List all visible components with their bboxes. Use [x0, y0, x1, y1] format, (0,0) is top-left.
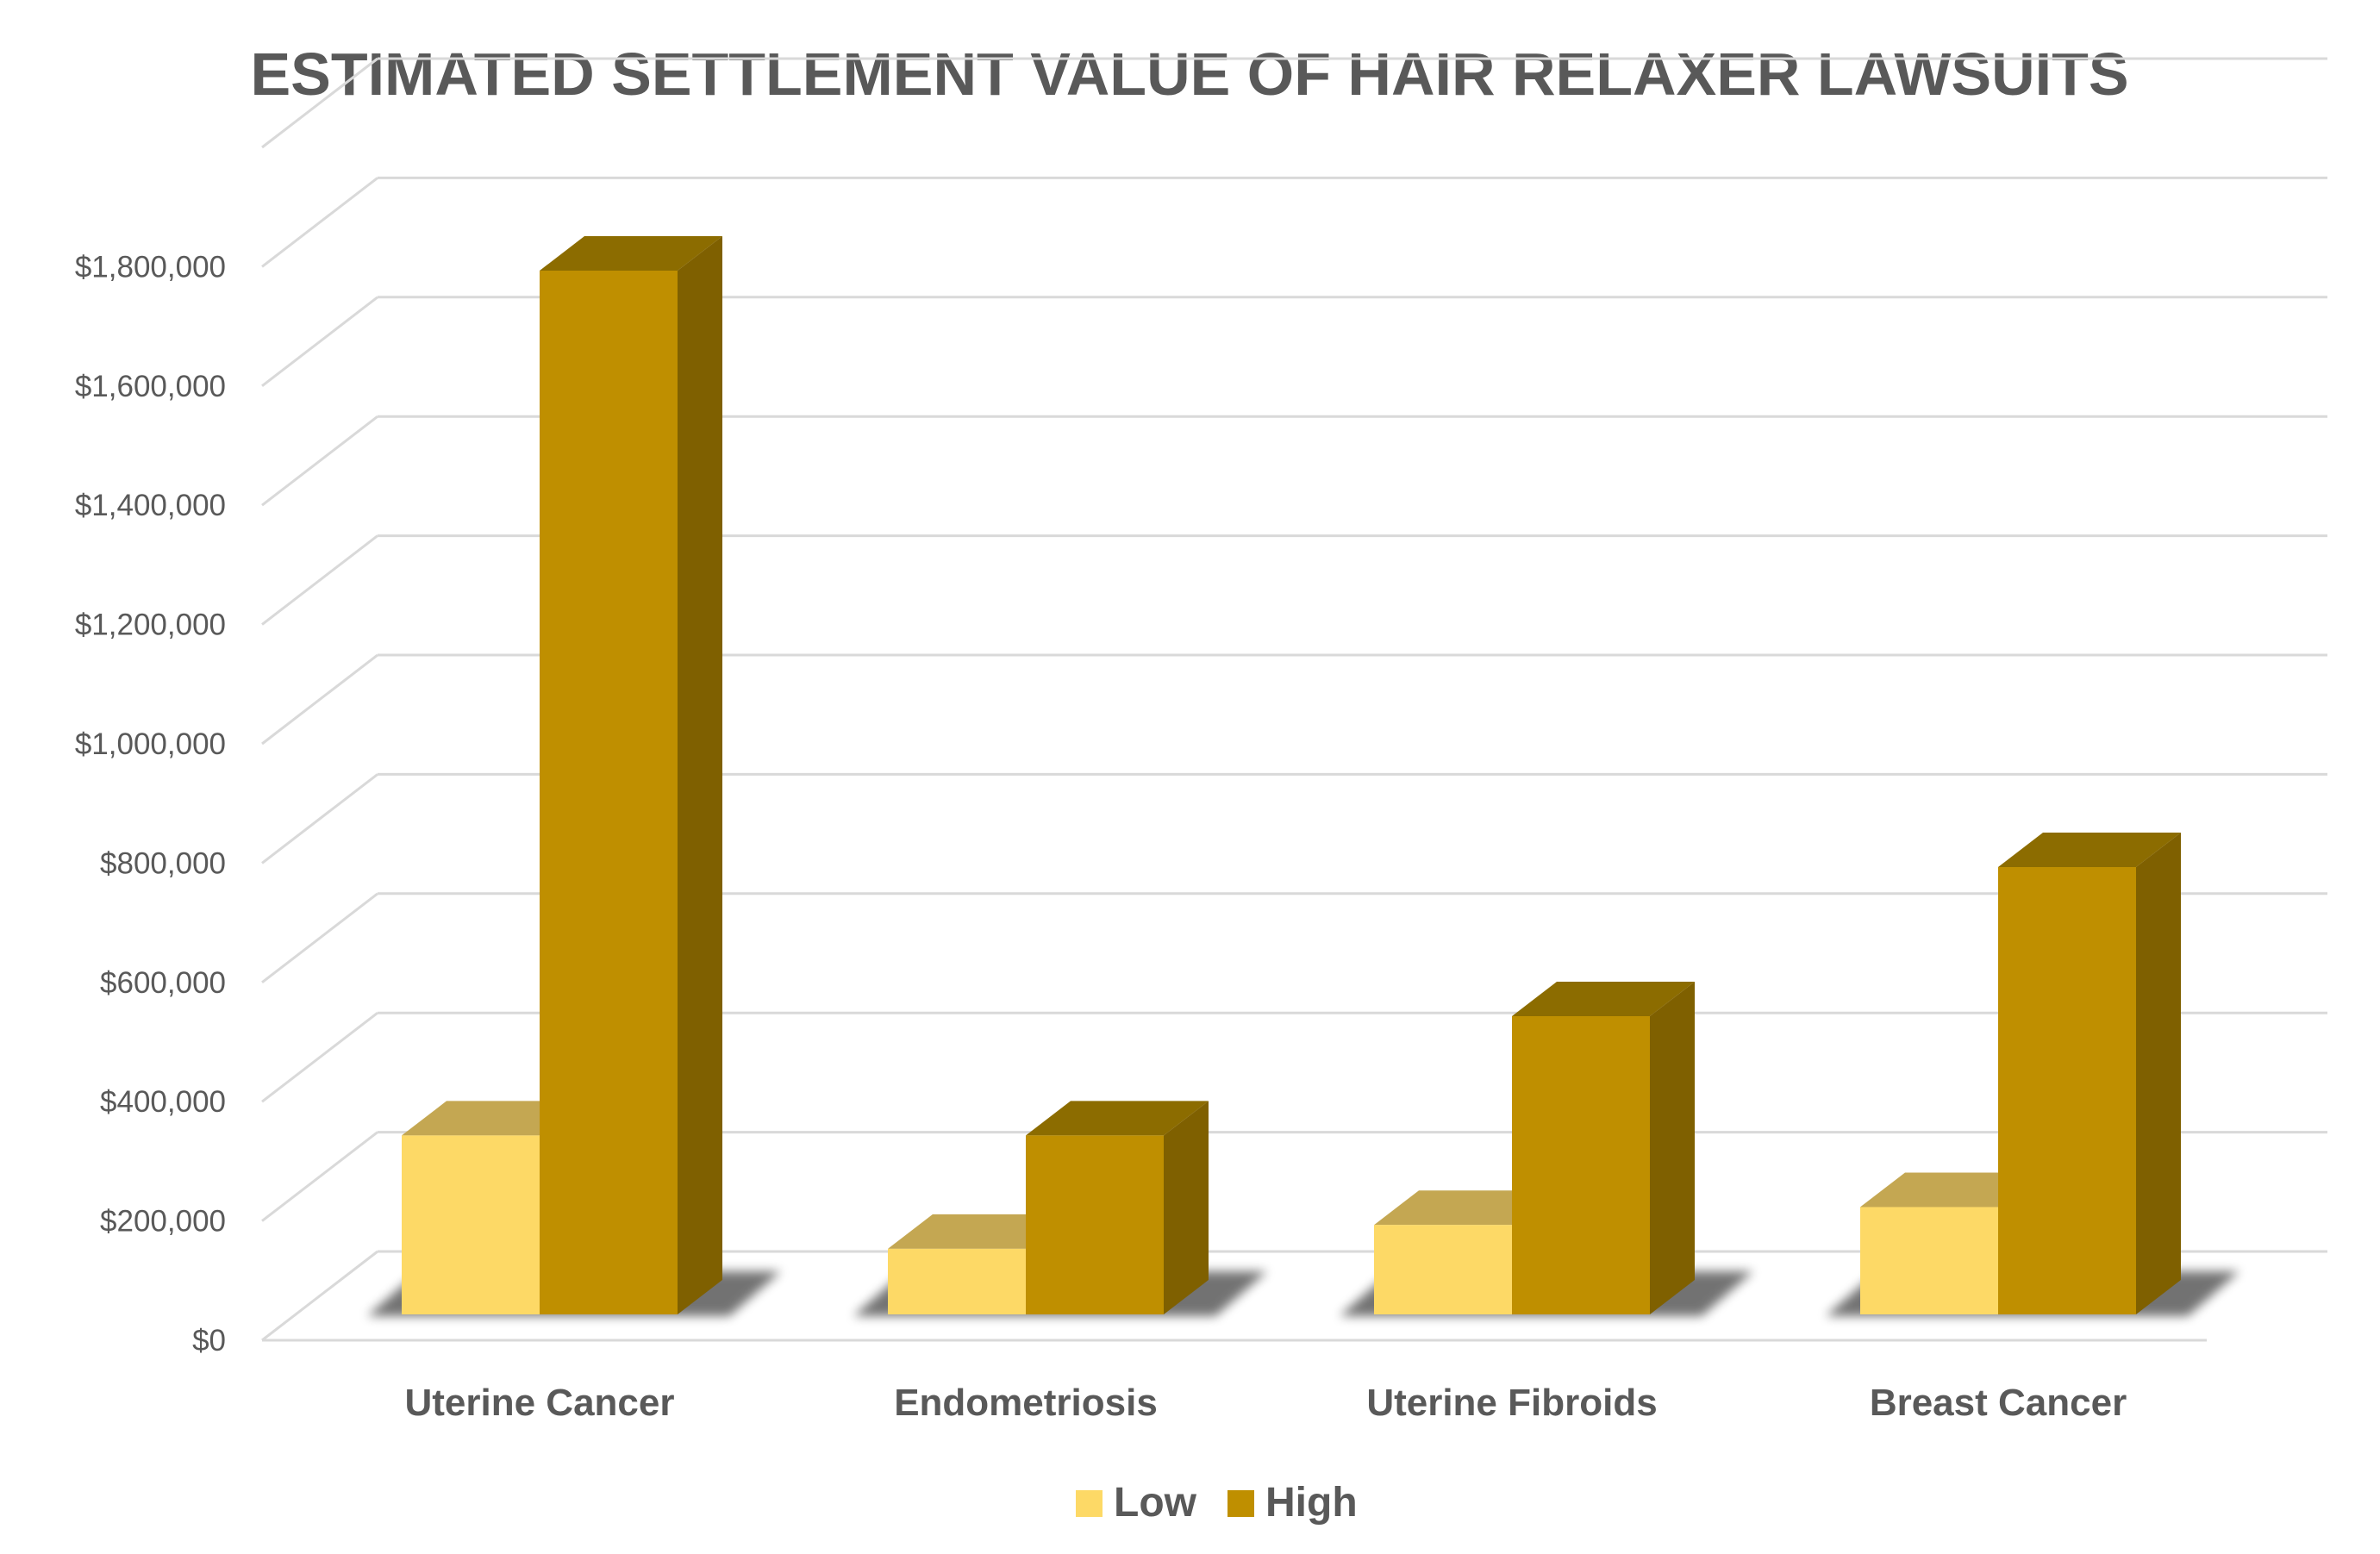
side-gridline	[261, 653, 378, 746]
bar-top-face	[1026, 1101, 1209, 1136]
side-gridline	[261, 1012, 378, 1103]
bar-front-face	[1512, 1016, 1650, 1314]
legend-label: Low	[1114, 1480, 1197, 1526]
legend-label: High	[1265, 1480, 1358, 1526]
legend-swatch	[1076, 1490, 1103, 1517]
bar-front-face	[1374, 1225, 1512, 1314]
bar-top-face	[1512, 982, 1695, 1016]
bar-side-face	[678, 236, 722, 1314]
x-axis: Uterine Cancer Endometriosis Uterine Fibro…	[404, 1382, 2127, 1424]
bar-side-face	[2136, 833, 2181, 1314]
bar-high	[1998, 833, 2181, 1314]
bar-side-face	[1164, 1101, 1209, 1314]
bar-high	[540, 236, 722, 1314]
bar-top-face	[540, 236, 722, 271]
side-gridline	[261, 534, 378, 626]
bar-top-face	[402, 1101, 584, 1136]
y-tick-label: $800,000	[100, 846, 226, 880]
bar-front-face	[888, 1248, 1026, 1314]
bar-front-face	[1860, 1207, 1998, 1314]
bar-low	[888, 1214, 1071, 1314]
legend: Low High	[1076, 1480, 1358, 1526]
x-category-label: Endometriosis	[894, 1382, 1158, 1424]
x-category-label: Uterine Cancer	[404, 1382, 674, 1424]
bar-low	[402, 1101, 584, 1314]
bar-top-face	[1998, 833, 2181, 867]
y-tick-label: $200,000	[100, 1205, 226, 1239]
y-tick-label: $1,400,000	[75, 489, 226, 522]
side-gridline	[261, 177, 378, 268]
bar-top-face	[1374, 1190, 1557, 1226]
bar-front-face	[402, 1135, 540, 1314]
side-gridline	[261, 1131, 378, 1222]
bar-front-face	[1998, 867, 2136, 1314]
y-tick-label: $400,000	[100, 1085, 226, 1119]
x-category-label: Uterine Fibroids	[1366, 1382, 1657, 1424]
chart-title: ESTIMATED SETTLEMENT VALUE OF HAIR RELAX…	[250, 41, 2128, 108]
side-gridline	[261, 415, 378, 507]
side-gridline	[261, 1250, 378, 1342]
side-gridline	[261, 773, 378, 864]
y-axis: $0 $200,000 $400,000 $600,000 $800,000 $1,000…	[75, 250, 226, 1357]
bar-high	[1026, 1101, 1209, 1314]
legend-swatch	[1227, 1490, 1254, 1517]
bar-front-face	[540, 271, 678, 1314]
bars	[367, 236, 2239, 1316]
x-category-label: Breast Cancer	[1870, 1382, 2127, 1424]
y-tick-label: $1,200,000	[75, 608, 226, 642]
y-tick-label: $1,600,000	[75, 370, 226, 403]
y-tick-label: $600,000	[100, 966, 226, 1000]
bar-low	[1860, 1172, 2043, 1314]
bar-low	[1374, 1190, 1557, 1314]
bar-side-face	[1650, 982, 1695, 1314]
y-tick-label: $1,000,000	[75, 727, 226, 761]
bar-front-face	[1026, 1135, 1164, 1314]
side-gridline	[261, 57, 378, 149]
bar-top-face	[888, 1214, 1071, 1249]
bar-high	[1512, 982, 1695, 1314]
side-gridline	[261, 892, 378, 983]
bar-top-face	[1860, 1172, 2043, 1208]
y-tick-label: $0	[192, 1324, 226, 1357]
side-gridline	[261, 296, 378, 387]
y-tick-label: $1,800,000	[75, 250, 226, 284]
